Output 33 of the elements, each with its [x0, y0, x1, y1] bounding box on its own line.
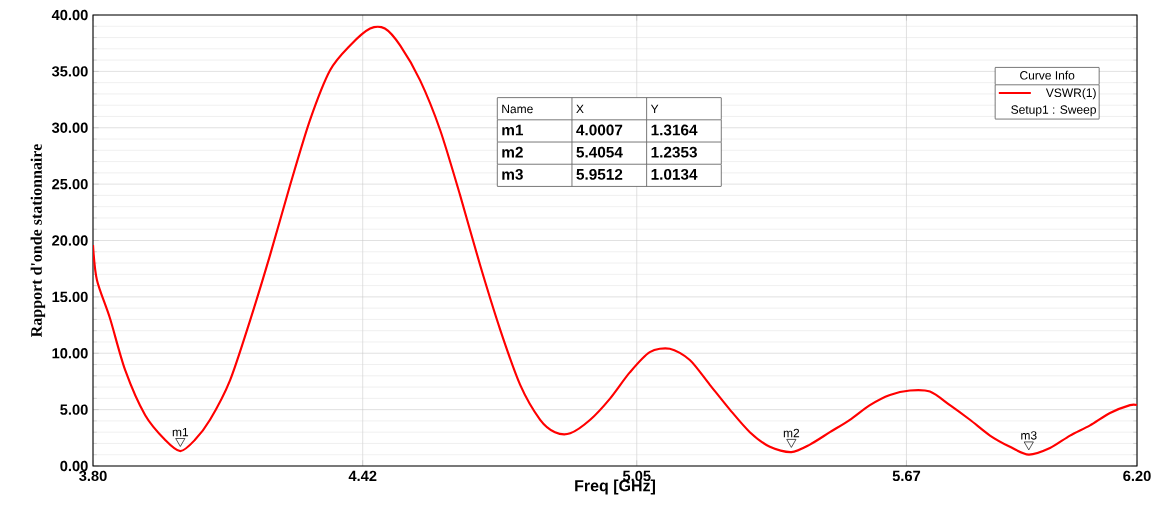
annotation: m1: [172, 427, 189, 437]
annotation: m2: [502, 146, 523, 158]
annotation: 1.2353: [651, 146, 697, 158]
legend-label: VSWR(1): [1045, 88, 1096, 100]
annotation: Y: [650, 104, 659, 114]
annotation: Setup1 : Sweep: [1011, 105, 1096, 117]
annotation: 5.4054: [576, 146, 623, 158]
x-axis-title: Freq [GHz]: [575, 479, 655, 495]
annotation: 5.9512: [576, 168, 623, 180]
y-tick-label: 20.00: [52, 235, 88, 246]
annotation: m1: [502, 124, 524, 136]
annotation: X: [576, 104, 584, 114]
y-tick-label: 0.00: [60, 460, 88, 472]
annotation: m3: [502, 168, 523, 180]
y-tick-label: 5.00: [60, 404, 88, 415]
legend-title: Curve Info: [1020, 70, 1075, 80]
annotation: m2: [783, 428, 800, 438]
x-tick-label: 6.20: [1123, 470, 1151, 482]
y-tick-label: 40.00: [51, 9, 88, 21]
y-tick-label: 35.00: [51, 66, 88, 77]
y-tick-label: 10.00: [52, 348, 88, 359]
annotation: m3: [1021, 431, 1037, 440]
annotation: Name: [502, 104, 533, 114]
annotation: 1.3164: [651, 124, 698, 136]
x-tick-label: 3.80: [79, 470, 107, 482]
x-tick-label: 4.42: [348, 470, 377, 481]
y-axis-title: Rapport d'onde stationnaire: [30, 144, 46, 337]
y-tick-label: 25.00: [52, 178, 88, 190]
x-tick-label: 5.67: [892, 470, 921, 482]
annotation: 1.0134: [651, 168, 698, 180]
annotation: 4.0007: [576, 124, 623, 136]
y-tick-label: 15.00: [52, 291, 88, 303]
y-tick-label: 30.00: [51, 122, 88, 133]
